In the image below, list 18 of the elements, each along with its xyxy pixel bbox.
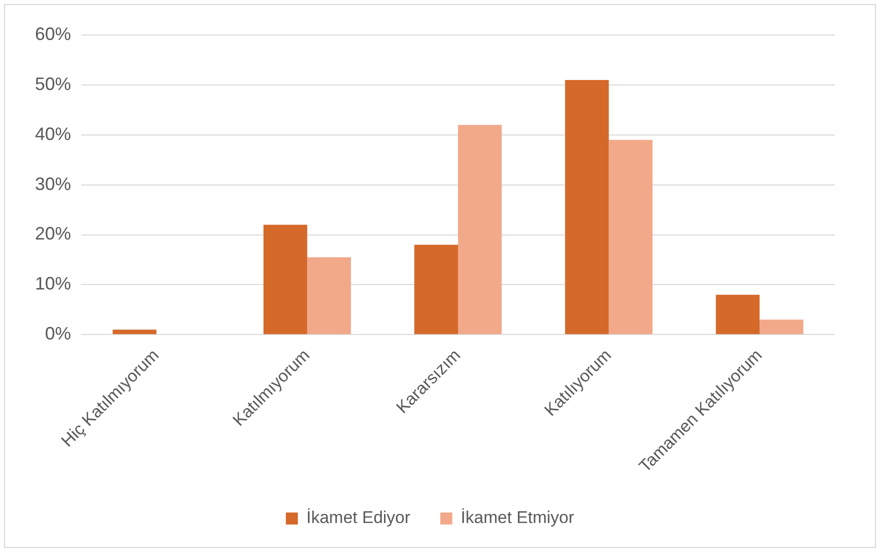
bar: [458, 124, 502, 334]
bar: [112, 330, 156, 334]
legend-label: İkamet Etmiyor: [460, 508, 574, 528]
y-tick-label: 10%: [34, 274, 72, 294]
y-tick-label: 50%: [34, 74, 72, 94]
y-tick-label: 40%: [34, 124, 72, 144]
bar: [608, 140, 653, 334]
legend-label: İkamet Ediyor: [306, 508, 411, 528]
bar: [414, 244, 458, 334]
bar: [760, 320, 804, 334]
y-tick-label: 30%: [34, 174, 72, 194]
y-tick-label: 60%: [34, 24, 72, 44]
bar: [716, 294, 760, 334]
bar: [263, 224, 308, 334]
bar: [307, 257, 351, 334]
bar: [565, 80, 609, 334]
y-tick-label: 0%: [45, 324, 72, 344]
y-tick-label: 20%: [34, 224, 72, 244]
